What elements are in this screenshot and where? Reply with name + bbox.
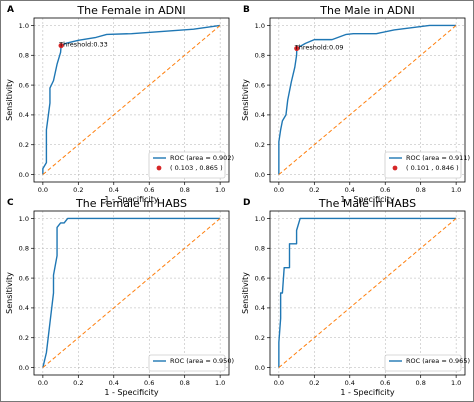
chart-title: The Female in HABS <box>75 197 187 210</box>
y-tick-label: 0.4 <box>255 304 265 312</box>
legend-label: ROC (area = 0.965) <box>406 357 470 365</box>
legend-label: ROC (area = 0.950) <box>170 357 234 365</box>
x-tick-label: 0.2 <box>309 186 319 194</box>
panel-letter: C <box>7 198 14 208</box>
y-tick-label: 0.0 <box>19 171 29 179</box>
panel-c: C The Female in HABS 0.0 0.2 0.4 0.6 0.8 1.0 0.0… <box>5 197 234 397</box>
y-tick-label: 0.8 <box>19 245 29 253</box>
legend-marker-point <box>156 165 162 171</box>
legend: ROC (area = 0.965) <box>384 354 470 372</box>
x-tick-label: 0.0 <box>274 186 284 194</box>
x-axis-label: 1 - Specificity <box>104 195 159 204</box>
y-axis-label: Sensitivity <box>241 79 250 121</box>
legend-label: ( 0.101 , 0.846 ) <box>406 164 459 172</box>
chart-title: The Female in ADNI <box>76 4 185 17</box>
x-axis-label: 1 - Specificity <box>340 195 395 204</box>
legend-marker-point <box>392 165 398 171</box>
legend: ROC (area = 0.911) ( 0.101 , 0.846 ) <box>384 151 470 179</box>
x-tick-label: 1.0 <box>451 379 461 387</box>
x-tick-label: 1.0 <box>215 186 225 194</box>
y-tick-label: 0.6 <box>19 81 29 89</box>
plot-frame <box>269 17 466 183</box>
legend-box <box>384 354 462 372</box>
y-tick-label: 0.0 <box>255 364 265 372</box>
x-tick-label: 0.4 <box>109 379 119 387</box>
x-tick-label: 0.6 <box>380 186 390 194</box>
roc-curve <box>42 24 221 175</box>
y-tick-label: 0.2 <box>19 334 29 342</box>
threshold-point <box>58 42 64 49</box>
threshold-annotation: Threshold:0.33 <box>58 41 108 49</box>
plot-frame <box>269 210 466 376</box>
x-tick-label: 0.4 <box>345 379 355 387</box>
y-tick-label: 0.2 <box>19 141 29 149</box>
legend-label: ( 0.103 , 0.865 ) <box>170 164 223 172</box>
legend-box <box>148 151 226 179</box>
y-tick-label: 0.4 <box>19 111 29 119</box>
panel-b: B The Male in ADNI 0.0 0.2 0.4 0.6 0.8 1.0 0.0 0.… <box>241 4 470 204</box>
x-tick-label: 0.8 <box>180 186 190 194</box>
x-tick-label: 0.8 <box>416 379 426 387</box>
x-tick-label: 0.0 <box>38 186 48 194</box>
panel-a: A The Female in ADNI 0.0 0.2 0.4 0.6 0.8 1.0 0.0… <box>5 4 234 204</box>
x-tick-label: 1.0 <box>451 186 461 194</box>
x-axis-label: 1 - Specificity <box>104 388 159 397</box>
x-tick-label: 0.4 <box>109 186 119 194</box>
chance-diagonal-line <box>278 218 457 368</box>
threshold-annotation: Threshold:0.09 <box>294 43 344 51</box>
y-tick-label: 0.0 <box>255 171 265 179</box>
y-tick-label: 1.0 <box>19 22 29 30</box>
x-tick-label: 1.0 <box>215 379 225 387</box>
legend: ROC (area = 0.950) <box>148 354 234 372</box>
legend-label: ROC (area = 0.911) <box>406 154 470 162</box>
y-tick-label: 0.4 <box>255 111 265 119</box>
threshold-point <box>294 45 300 52</box>
panel-letter: D <box>243 198 250 208</box>
x-tick-label: 0.6 <box>380 379 390 387</box>
y-tick-label: 0.8 <box>255 52 265 60</box>
y-tick-label: 1.0 <box>255 22 265 30</box>
roc-curve <box>278 217 457 368</box>
y-axis-label: Sensitivity <box>241 272 250 314</box>
panel-d: D The Male in HABS 0.0 0.2 0.4 0.6 0.8 1.0 0.0 0.… <box>241 197 470 397</box>
x-tick-label: 0.4 <box>345 186 355 194</box>
y-tick-label: 0.4 <box>19 304 29 312</box>
legend-label: ROC (area = 0.902) <box>170 154 234 162</box>
x-tick-label: 0.8 <box>180 379 190 387</box>
legend-box <box>384 151 462 179</box>
y-tick-label: 0.8 <box>19 52 29 60</box>
x-tick-label: 0.2 <box>73 379 83 387</box>
plot-frame <box>33 17 230 183</box>
x-tick-label: 0.0 <box>274 379 284 387</box>
x-tick-label: 0.6 <box>144 186 154 194</box>
x-axis-label: 1 - Specificity <box>340 388 395 397</box>
y-axis-label: Sensitivity <box>5 79 14 121</box>
legend: ROC (area = 0.902) ( 0.103 , 0.865 ) <box>148 151 234 179</box>
y-tick-label: 0.0 <box>19 364 29 372</box>
legend-box <box>148 354 226 372</box>
y-tick-label: 0.6 <box>255 274 265 282</box>
y-tick-label: 0.8 <box>255 245 265 253</box>
x-tick-label: 0.6 <box>144 379 154 387</box>
y-tick-label: 1.0 <box>19 215 29 223</box>
y-tick-label: 0.2 <box>255 141 265 149</box>
y-axis-label: Sensitivity <box>5 272 14 314</box>
chance-diagonal-line <box>42 218 221 368</box>
y-tick-label: 0.6 <box>19 274 29 282</box>
chart-title: The Male in ADNI <box>319 4 415 17</box>
chart-title: The Male in HABS <box>318 197 416 210</box>
x-tick-label: 0.2 <box>73 186 83 194</box>
x-tick-label: 0.2 <box>309 379 319 387</box>
roc-curve <box>42 217 221 368</box>
y-tick-label: 0.6 <box>255 81 265 89</box>
x-tick-label: 0.8 <box>416 186 426 194</box>
x-tick-label: 0.0 <box>38 379 48 387</box>
panel-letter: B <box>243 5 250 15</box>
panel-letter: A <box>7 5 14 15</box>
y-tick-label: 0.2 <box>255 334 265 342</box>
y-tick-label: 1.0 <box>255 215 265 223</box>
plot-frame <box>33 210 230 376</box>
